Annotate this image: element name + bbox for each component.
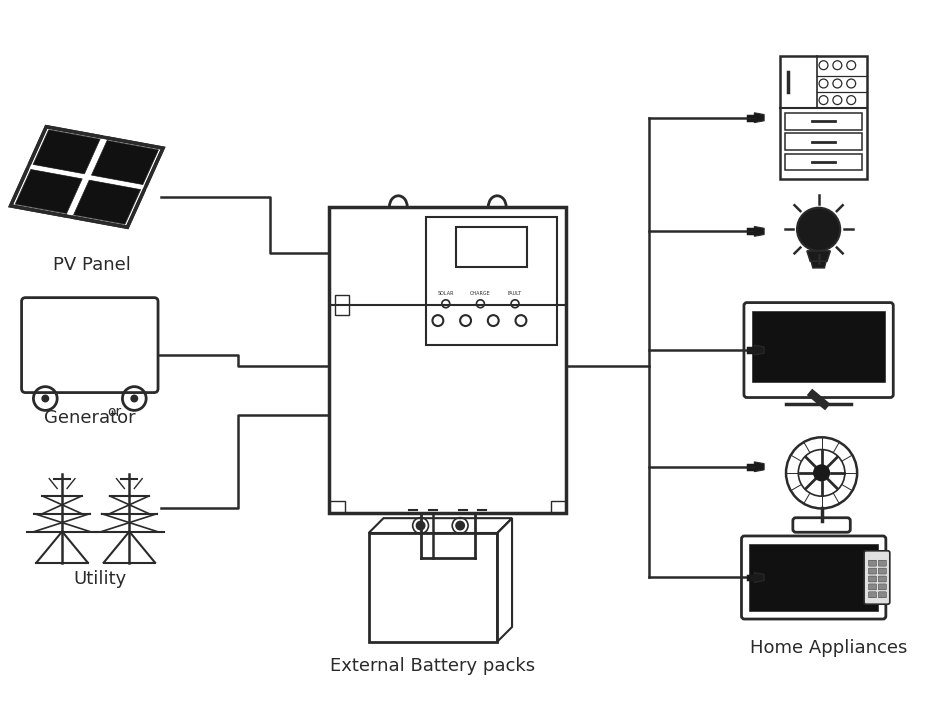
Polygon shape <box>754 226 763 236</box>
FancyBboxPatch shape <box>751 310 884 382</box>
Text: Utility: Utility <box>73 569 126 588</box>
FancyBboxPatch shape <box>868 576 875 582</box>
FancyBboxPatch shape <box>878 584 885 590</box>
FancyBboxPatch shape <box>878 592 885 598</box>
Polygon shape <box>754 113 763 123</box>
Polygon shape <box>33 130 100 174</box>
FancyBboxPatch shape <box>868 568 875 574</box>
FancyBboxPatch shape <box>878 576 885 582</box>
Polygon shape <box>754 462 763 471</box>
Text: SOLAR: SOLAR <box>437 291 453 296</box>
Text: PV Panel: PV Panel <box>53 256 131 274</box>
FancyBboxPatch shape <box>868 592 875 598</box>
Polygon shape <box>810 261 825 268</box>
FancyBboxPatch shape <box>878 568 885 574</box>
Polygon shape <box>73 180 141 224</box>
Text: CHARGE: CHARGE <box>470 291 490 296</box>
FancyBboxPatch shape <box>749 544 877 611</box>
FancyBboxPatch shape <box>868 584 875 590</box>
Polygon shape <box>754 345 763 355</box>
Text: or: or <box>108 405 121 419</box>
Circle shape <box>455 520 464 530</box>
Polygon shape <box>15 169 83 214</box>
Polygon shape <box>91 141 159 185</box>
Text: Home Appliances: Home Appliances <box>749 639 907 657</box>
Text: External Battery packs: External Battery packs <box>330 657 535 674</box>
FancyBboxPatch shape <box>868 560 875 566</box>
Polygon shape <box>754 572 763 582</box>
Circle shape <box>42 395 49 403</box>
FancyBboxPatch shape <box>863 551 889 604</box>
Circle shape <box>812 464 830 481</box>
Circle shape <box>415 520 425 530</box>
Circle shape <box>796 208 839 251</box>
FancyBboxPatch shape <box>878 560 885 566</box>
Text: Generator: Generator <box>44 410 135 427</box>
Polygon shape <box>10 126 163 227</box>
Circle shape <box>130 395 138 403</box>
Text: FAULT: FAULT <box>507 291 522 296</box>
Polygon shape <box>806 251 830 261</box>
